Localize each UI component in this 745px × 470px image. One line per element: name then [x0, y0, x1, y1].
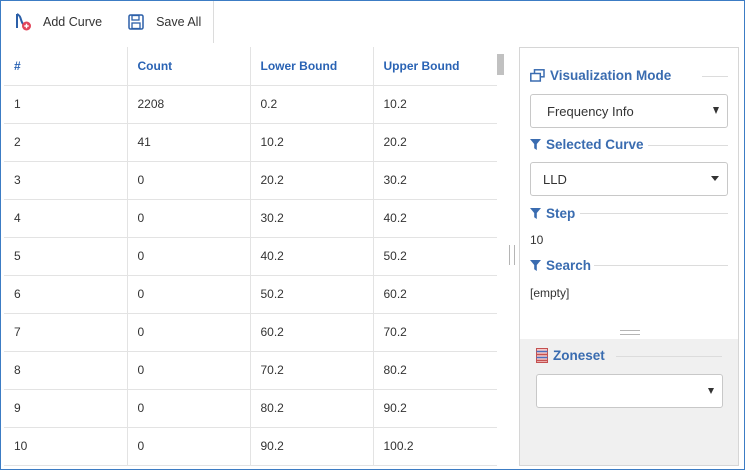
cell-count: 0: [127, 427, 251, 466]
column-header-lower-bound[interactable]: Lower Bound: [250, 47, 374, 86]
table-row[interactable]: 3 0 20.2 30.2: [4, 161, 497, 200]
cell-lower-bound: 10.2: [250, 123, 374, 162]
cell-index: 6: [4, 275, 128, 314]
table-row[interactable]: 6 0 50.2 60.2: [4, 275, 497, 314]
chevron-down-icon: [713, 107, 719, 114]
cell-index: 1: [4, 85, 128, 124]
frequency-table: # Count Lower Bound Upper Bound 1 2208 0.2…: [4, 47, 497, 466]
cell-upper-bound: 80.2: [373, 351, 497, 390]
cell-index: 10: [4, 427, 128, 466]
cell-lower-bound: 40.2: [250, 237, 374, 276]
table-scrollbar-thumb[interactable]: [497, 54, 504, 75]
cell-lower-bound: 20.2: [250, 161, 374, 200]
table-row[interactable]: 1 2208 0.2 10.2: [4, 85, 497, 124]
section-divider: [702, 76, 728, 77]
cell-index: 2: [4, 123, 128, 162]
cell-index: 7: [4, 313, 128, 352]
selected-curve-value: LLD: [543, 171, 567, 187]
zoneset-section: Zoneset: [520, 339, 738, 465]
add-curve-button[interactable]: Add Curve: [11, 7, 108, 37]
add-curve-label: Add Curve: [43, 15, 103, 29]
cell-lower-bound: 80.2: [250, 389, 374, 428]
selected-curve-title: Selected Curve: [530, 137, 644, 152]
cell-count: 0: [127, 237, 251, 276]
zoneset-icon: [536, 348, 548, 363]
visualization-mode-title: Visualization Mode: [530, 68, 671, 83]
add-curve-icon: [13, 12, 33, 32]
cell-count: 0: [127, 275, 251, 314]
section-divider: [580, 213, 728, 214]
table-row[interactable]: 9 0 80.2 90.2: [4, 389, 497, 428]
cell-upper-bound: 60.2: [373, 275, 497, 314]
step-title: Step: [530, 206, 575, 221]
horizontal-splitter-handle[interactable]: [620, 330, 640, 335]
search-title: Search: [530, 258, 591, 273]
save-icon: [126, 12, 146, 32]
settings-panel: Visualization Mode Frequency Info Select…: [519, 47, 739, 466]
cell-index: 8: [4, 351, 128, 390]
cell-index: 9: [4, 389, 128, 428]
visualization-mode-value: Frequency Info: [547, 103, 634, 119]
selected-curve-label: Selected Curve: [546, 137, 644, 152]
cell-index: 4: [4, 199, 128, 238]
cell-lower-bound: 60.2: [250, 313, 374, 352]
cell-lower-bound: 0.2: [250, 85, 374, 124]
table-row[interactable]: 7 0 60.2 70.2: [4, 313, 497, 352]
cell-upper-bound: 40.2: [373, 199, 497, 238]
zoneset-label: Zoneset: [553, 348, 605, 363]
vertical-splitter-handle[interactable]: [509, 245, 515, 265]
cell-index: 3: [4, 161, 128, 200]
selected-curve-select[interactable]: LLD: [530, 162, 728, 196]
cell-lower-bound: 90.2: [250, 427, 374, 466]
cell-upper-bound: 50.2: [373, 237, 497, 276]
cell-index: 5: [4, 237, 128, 276]
section-divider: [594, 265, 728, 266]
cell-count: 0: [127, 161, 251, 200]
table-row[interactable]: 8 0 70.2 80.2: [4, 351, 497, 390]
zoneset-title: Zoneset: [536, 348, 605, 363]
table-row[interactable]: 2 41 10.2 20.2: [4, 123, 497, 162]
search-value[interactable]: [empty]: [530, 286, 570, 300]
cell-count: 41: [127, 123, 251, 162]
cell-upper-bound: 90.2: [373, 389, 497, 428]
zoneset-select[interactable]: [536, 374, 723, 408]
visualization-mode-label: Visualization Mode: [550, 68, 672, 83]
save-all-label: Save All: [156, 15, 202, 29]
cell-lower-bound: 70.2: [250, 351, 374, 390]
toolbar: Add Curve Save All: [1, 1, 214, 43]
column-header-upper-bound[interactable]: Upper Bound: [373, 47, 497, 86]
cell-upper-bound: 20.2: [373, 123, 497, 162]
section-divider: [648, 145, 728, 146]
filter-icon: [530, 260, 541, 271]
step-label: Step: [546, 206, 576, 221]
chevron-down-icon: [711, 176, 719, 181]
filter-icon: [530, 208, 541, 219]
cell-count: 2208: [127, 85, 251, 124]
step-value[interactable]: 10: [530, 233, 544, 247]
table-scrollbar-track[interactable]: [497, 47, 507, 466]
table-row[interactable]: 5 0 40.2 50.2: [4, 237, 497, 276]
save-all-button[interactable]: Save All: [124, 7, 207, 37]
cell-count: 0: [127, 351, 251, 390]
column-header-index[interactable]: #: [4, 47, 128, 86]
cell-count: 0: [127, 313, 251, 352]
cell-lower-bound: 50.2: [250, 275, 374, 314]
cell-count: 0: [127, 199, 251, 238]
search-label: Search: [546, 258, 592, 273]
cell-lower-bound: 30.2: [250, 199, 374, 238]
cell-count: 0: [127, 389, 251, 428]
table-row[interactable]: 4 0 30.2 40.2: [4, 199, 497, 238]
cell-upper-bound: 30.2: [373, 161, 497, 200]
column-header-count[interactable]: Count: [127, 47, 251, 86]
table-row[interactable]: 10 0 90.2 100.2: [4, 427, 497, 466]
cell-upper-bound: 70.2: [373, 313, 497, 352]
chevron-down-icon: [708, 388, 714, 394]
section-divider: [616, 356, 722, 357]
filter-icon: [530, 139, 541, 150]
visualization-mode-select[interactable]: Frequency Info: [530, 94, 728, 128]
cell-upper-bound: 100.2: [373, 427, 497, 466]
table-header-row: # Count Lower Bound Upper Bound: [4, 47, 497, 86]
window-restore-icon: [530, 69, 545, 82]
cell-upper-bound: 10.2: [373, 85, 497, 124]
